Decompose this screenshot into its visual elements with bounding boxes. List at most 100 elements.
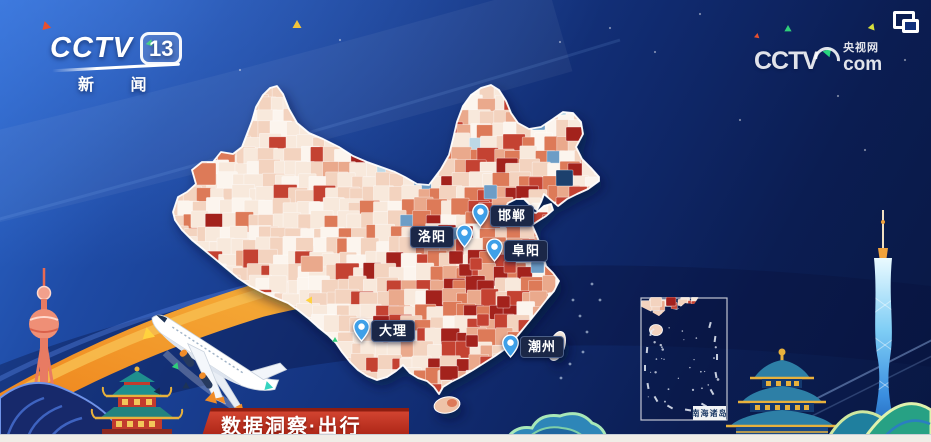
lower-third-strip <box>0 434 931 442</box>
district-cell <box>610 149 628 169</box>
district-cell <box>389 149 414 168</box>
inset-island-dot <box>707 384 710 386</box>
sparkle-dot <box>836 94 840 98</box>
district-cell <box>609 396 630 414</box>
district-cell <box>439 365 459 381</box>
nine-dash-segment <box>653 395 659 403</box>
district-cell <box>534 366 558 387</box>
district-cell <box>555 169 574 187</box>
district-cell <box>375 382 400 394</box>
islet-dot <box>590 282 594 286</box>
confetti-triangle <box>145 39 153 47</box>
district-cell <box>494 379 515 394</box>
confetti-triangle <box>292 20 302 28</box>
district-cell <box>568 240 591 258</box>
district-cell <box>531 396 555 417</box>
nine-dash-segment <box>713 335 717 343</box>
confetti-triangle <box>305 296 312 304</box>
district-cell <box>183 249 206 269</box>
district-cell <box>448 250 464 265</box>
district-cell <box>426 109 445 130</box>
district-cell <box>173 251 191 273</box>
inset-island-dot <box>713 357 715 359</box>
inset-island-dot <box>661 348 664 351</box>
district-cell <box>482 378 503 394</box>
district-cell <box>297 371 322 390</box>
district-cell <box>582 201 599 220</box>
district-cell <box>353 134 378 156</box>
map-pin-邯郸 <box>471 203 489 227</box>
confetti-triangle <box>204 391 217 404</box>
district-cell <box>362 133 386 156</box>
sparkle-dot <box>903 58 907 62</box>
district-cell <box>183 395 203 411</box>
islet-dot <box>559 376 563 380</box>
district-cell <box>400 134 425 156</box>
district-cell <box>609 137 630 157</box>
district-cell <box>179 236 198 254</box>
district-cell <box>598 171 599 193</box>
network-brand-text: CCTV <box>754 47 819 75</box>
district-cell <box>476 313 490 327</box>
sparkle-dot <box>558 40 562 44</box>
district-cell <box>390 124 413 142</box>
district-cell <box>457 370 481 391</box>
district-cell <box>593 106 599 128</box>
district-cell <box>464 409 482 428</box>
district-cell <box>374 133 399 152</box>
district-cell <box>505 356 528 373</box>
district-cell <box>541 214 565 235</box>
district-cell <box>401 148 422 167</box>
district-cell <box>560 238 583 261</box>
district-cell <box>596 133 599 155</box>
district-cell <box>413 123 436 145</box>
district-cell <box>595 344 599 364</box>
district-cell <box>570 226 589 248</box>
district-cell <box>463 379 487 394</box>
nine-dash-segment <box>684 408 692 412</box>
district-cell <box>560 225 579 243</box>
district-cell <box>534 98 553 118</box>
district-cell <box>177 265 201 284</box>
district-cell <box>415 411 436 427</box>
map-pin-label-洛阳: 洛阳 <box>409 226 454 248</box>
inset-island-dot <box>683 339 685 341</box>
map-pin-label-阜阳: 阜阳 <box>504 240 549 262</box>
airplane <box>151 314 288 411</box>
caption-bar: 数据洞察·出行 <box>202 408 409 438</box>
inset-island-dot <box>660 346 663 349</box>
nine-dash-segment <box>666 404 674 410</box>
district-cell <box>347 381 370 394</box>
pin-icon <box>455 224 473 248</box>
district-cell <box>533 85 556 101</box>
district-cell <box>454 409 473 430</box>
inset-island-dot <box>655 358 658 360</box>
pin-icon <box>352 318 370 342</box>
inset-district-cell <box>649 297 663 308</box>
district-cell <box>385 380 407 394</box>
channel-number: 13 <box>139 32 183 65</box>
district-cell <box>586 186 599 204</box>
inset-island-dot <box>716 378 720 381</box>
district-cell <box>586 92 599 110</box>
district-cell <box>595 228 599 250</box>
nine-dash-segment <box>708 321 712 329</box>
sparkle-dot <box>338 38 342 42</box>
cctv-com-watermark: CCTV 央视网 com <box>754 38 882 79</box>
district-cell <box>548 367 570 385</box>
district-cell <box>414 148 437 169</box>
channel-name: 新 闻 <box>78 77 163 94</box>
district-cell <box>376 149 397 169</box>
district-cell <box>480 406 503 426</box>
inset-island-dot <box>653 341 656 344</box>
screen-cast-icon[interactable] <box>893 11 921 35</box>
district-cell <box>338 380 361 394</box>
district-cell <box>597 121 599 139</box>
inset-island-dot <box>667 388 670 391</box>
district-cell <box>390 132 415 150</box>
map-pin-洛阳 <box>455 224 473 248</box>
inset-island-dot <box>689 366 691 369</box>
district-cell <box>598 408 615 425</box>
sparkle-dot <box>608 26 612 30</box>
